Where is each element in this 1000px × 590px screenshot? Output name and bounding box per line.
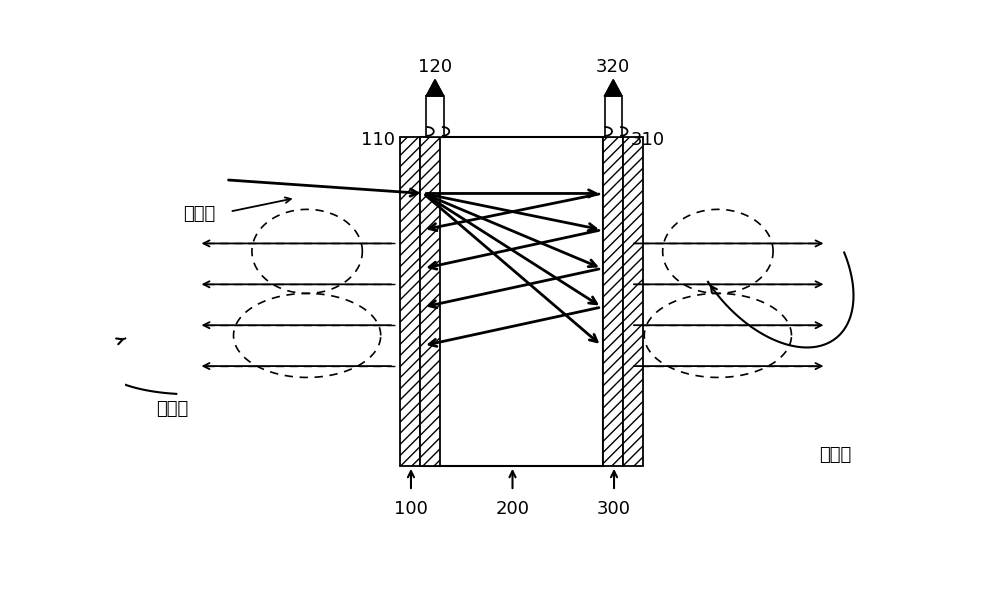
Text: 反射光: 反射光 [156,400,188,418]
Text: 透射光: 透射光 [819,445,851,464]
Bar [420,137,440,466]
Text: 310: 310 [630,131,664,149]
Text: 入射光: 入射光 [183,205,215,223]
Bar [603,137,623,466]
Text: 100: 100 [394,500,428,518]
Bar [623,137,643,466]
Bar [426,96,444,137]
Text: 300: 300 [597,500,631,518]
Polygon shape [426,80,444,96]
Text: 320: 320 [596,58,630,76]
Bar [605,96,622,137]
Text: 120: 120 [418,58,452,76]
Bar [400,137,420,466]
Text: 110: 110 [361,131,395,149]
Polygon shape [605,80,622,96]
Text: 200: 200 [496,500,530,518]
Bar [422,137,603,466]
